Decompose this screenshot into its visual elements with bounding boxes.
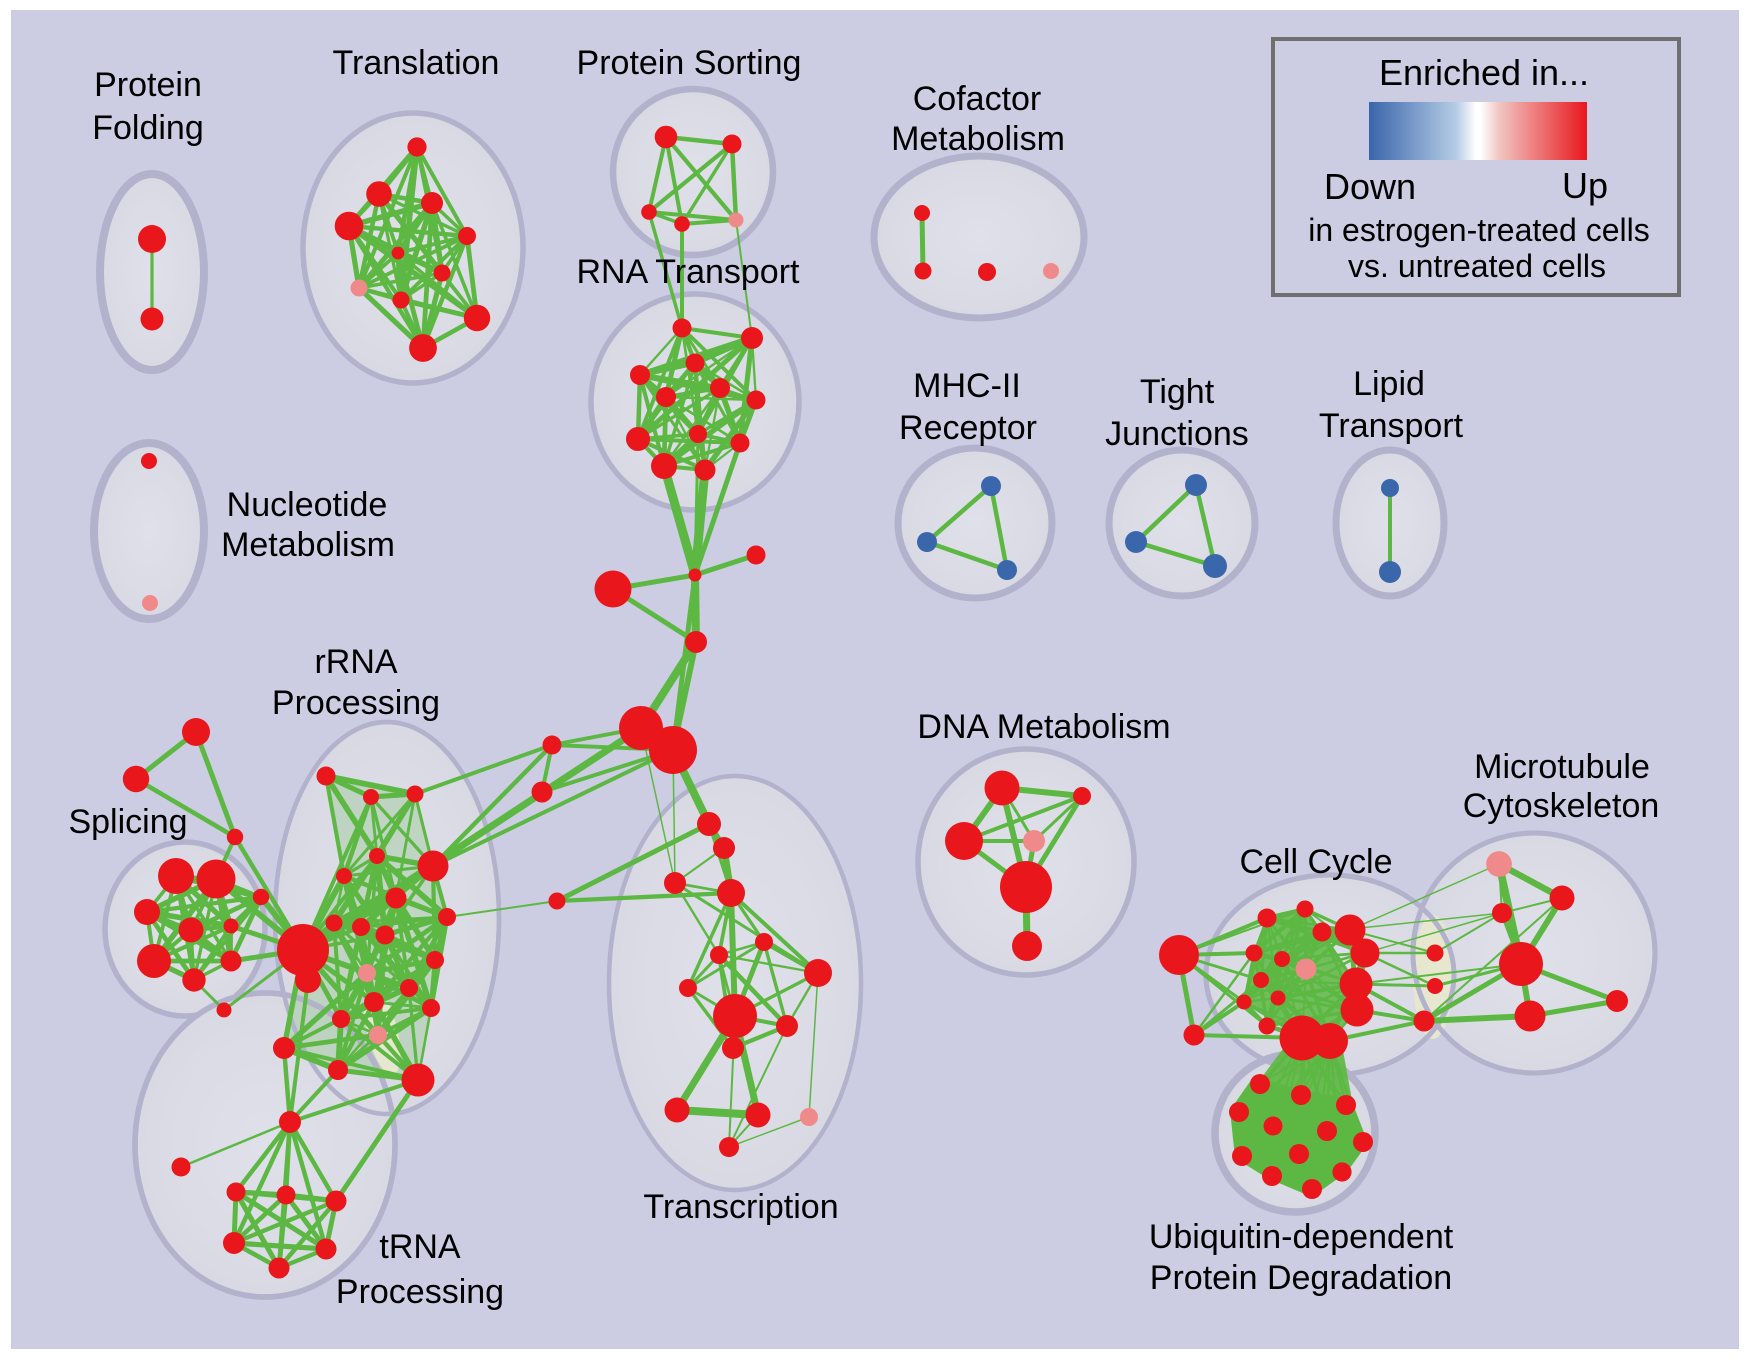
svg-text:Processing: Processing [336, 1273, 504, 1311]
svg-text:Protein Sorting: Protein Sorting [577, 44, 802, 82]
svg-text:RNA Transport: RNA Transport [577, 253, 801, 291]
svg-text:Transcription: Transcription [643, 1188, 838, 1226]
svg-text:Junctions: Junctions [1105, 415, 1249, 453]
svg-text:in estrogen-treated cells: in estrogen-treated cells [1308, 212, 1650, 248]
svg-text:Up: Up [1562, 165, 1608, 206]
svg-text:Metabolism: Metabolism [221, 526, 395, 564]
svg-text:Microtubule: Microtubule [1474, 748, 1650, 786]
svg-text:Ubiquitin-dependent: Ubiquitin-dependent [1149, 1218, 1454, 1256]
svg-text:Splicing: Splicing [68, 803, 187, 841]
svg-text:tRNA: tRNA [379, 1228, 461, 1266]
svg-text:Cell Cycle: Cell Cycle [1239, 843, 1392, 881]
svg-text:rRNA: rRNA [314, 643, 397, 681]
svg-text:Protein Degradation: Protein Degradation [1150, 1259, 1452, 1297]
svg-text:Translation: Translation [333, 44, 500, 82]
svg-text:Transport: Transport [1319, 407, 1464, 445]
svg-text:Cofactor: Cofactor [913, 80, 1042, 118]
svg-text:MHC-II: MHC-II [913, 367, 1021, 405]
svg-text:DNA Metabolism: DNA Metabolism [917, 708, 1170, 746]
svg-text:Folding: Folding [92, 109, 204, 147]
svg-text:Processing: Processing [272, 684, 440, 722]
svg-text:Protein: Protein [94, 66, 202, 104]
svg-text:Nucleotide: Nucleotide [227, 486, 388, 524]
svg-text:Tight: Tight [1140, 373, 1215, 411]
svg-text:vs. untreated cells: vs. untreated cells [1348, 248, 1606, 284]
svg-text:Receptor: Receptor [899, 409, 1037, 447]
svg-text:Lipid: Lipid [1353, 365, 1425, 403]
svg-text:Enriched in...: Enriched in... [1379, 52, 1589, 93]
svg-text:Down: Down [1324, 166, 1416, 207]
svg-text:Metabolism: Metabolism [891, 120, 1065, 158]
svg-text:Cytoskeleton: Cytoskeleton [1463, 787, 1660, 825]
